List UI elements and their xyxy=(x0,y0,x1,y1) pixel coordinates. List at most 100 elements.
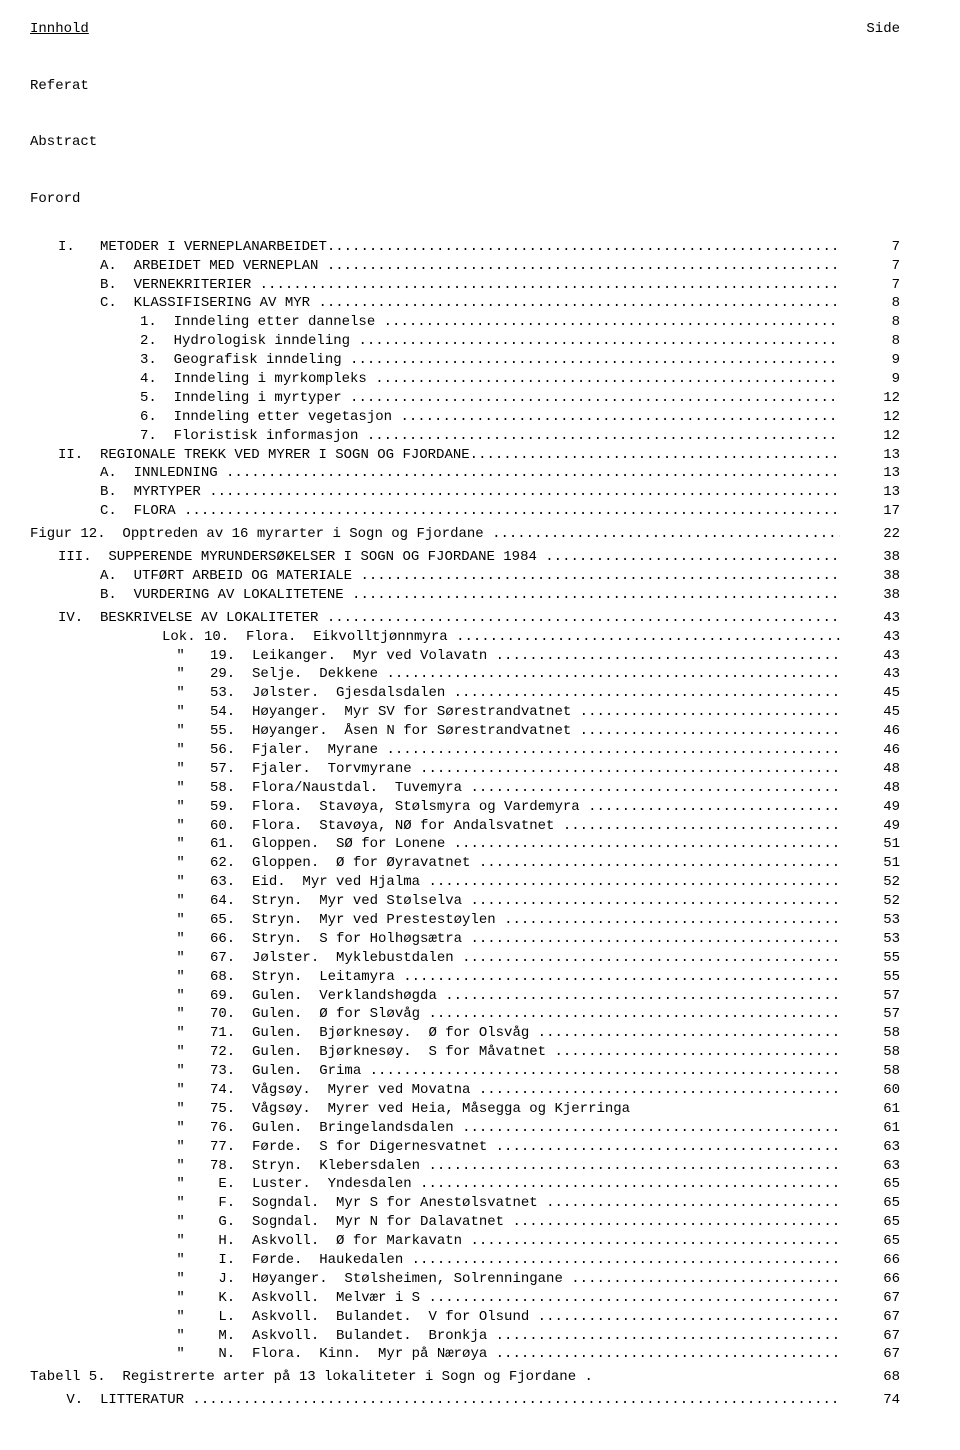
toc-leader-dots xyxy=(479,1081,840,1100)
toc-row: " 76. Gulen. Bringelandsdalen 61 xyxy=(30,1119,900,1138)
toc-row: " 57. Fjaler. Torvmyrane 48 xyxy=(30,760,900,779)
toc-leader-dots xyxy=(327,238,840,257)
toc-label: " I. Førde. Haukedalen xyxy=(168,1251,412,1270)
toc-page: 55 xyxy=(840,968,900,987)
toc-label: " 76. Gulen. Bringelandsdalen xyxy=(168,1119,462,1138)
toc-leader-dots xyxy=(260,276,840,295)
toc-leader-dots xyxy=(554,1043,840,1062)
toc-label: " 74. Vågsøy. Myrer ved Movatna xyxy=(168,1081,479,1100)
toc-label: C. FLORA xyxy=(100,502,184,521)
toc-row: " 78. Stryn. Klebersdalen 63 xyxy=(30,1157,900,1176)
toc-page: 12 xyxy=(840,389,900,408)
toc-label: " 58. Flora/Naustdal. Tuvemyra xyxy=(168,779,470,798)
toc-label: " H. Askvoll. Ø for Markavatn xyxy=(168,1232,470,1251)
toc-label: II. REGIONALE TREKK VED MYRER I SOGN OG … xyxy=(58,446,470,465)
toc-label: V. LITTERATUR xyxy=(58,1391,192,1410)
toc-page: 43 xyxy=(840,609,900,628)
toc-leader-dots xyxy=(496,1138,840,1157)
toc-row: Tabell 5. Registrerte arter på 13 lokali… xyxy=(30,1368,900,1387)
toc-label: A. INNLEDNING xyxy=(100,464,226,483)
toc-leader-dots xyxy=(580,703,840,722)
toc-leader-dots xyxy=(352,586,840,605)
toc-page: 57 xyxy=(840,987,900,1006)
toc-label: " 71. Gulen. Bjørknesøy. Ø for Olsvåg xyxy=(168,1024,538,1043)
toc-row: " 59. Flora. Stavøya, Stølsmyra og Varde… xyxy=(30,798,900,817)
toc-page: 8 xyxy=(840,313,900,332)
toc-leader-dots xyxy=(428,1289,840,1308)
toc-row: " 64. Stryn. Myr ved Stølselva 52 xyxy=(30,892,900,911)
toc-page: 45 xyxy=(840,703,900,722)
toc-leader-dots xyxy=(479,854,840,873)
toc-label: " 75. Vågsøy. Myrer ved Heia, Måsegga og… xyxy=(168,1100,630,1119)
toc-page: 48 xyxy=(840,760,900,779)
toc-row: " 70. Gulen. Ø for Sløvåg 57 xyxy=(30,1005,900,1024)
toc-label: " 60. Flora. Stavøya, NØ for Andalsvatne… xyxy=(168,817,563,836)
toc-page: 9 xyxy=(840,351,900,370)
toc-leader-dots xyxy=(184,502,840,521)
toc-label: " F. Sogndal. Myr S for Anestølsvatnet xyxy=(168,1194,546,1213)
toc-label: 6. Inndeling etter vegetasjon xyxy=(140,408,400,427)
toc-leader-dots xyxy=(403,968,840,987)
toc-label: Figur 12. Opptreden av 16 myrarter i Sog… xyxy=(30,525,492,544)
front-abstract: Abstract xyxy=(30,133,900,152)
toc-leader-dots xyxy=(588,798,840,817)
toc-leader-dots xyxy=(386,665,840,684)
toc-leader-dots xyxy=(456,628,840,647)
toc-leader-dots xyxy=(504,911,840,930)
toc-row: " 63. Eid. Myr ved Hjalma 52 xyxy=(30,873,900,892)
toc-leader-dots xyxy=(420,1175,840,1194)
toc-row: " 71. Gulen. Bjørknesøy. Ø for Olsvåg 58 xyxy=(30,1024,900,1043)
toc-page: 65 xyxy=(840,1213,900,1232)
toc-row: " 60. Flora. Stavøya, NØ for Andalsvatne… xyxy=(30,817,900,836)
title: Innhold xyxy=(30,20,89,39)
toc-row: " 75. Vågsøy. Myrer ved Heia, Måsegga og… xyxy=(30,1100,900,1119)
toc-label: " J. Høyanger. Stølsheimen, Solrenningan… xyxy=(168,1270,571,1289)
toc-leader-dots xyxy=(496,1327,840,1346)
toc-page: 49 xyxy=(840,798,900,817)
toc-page: 17 xyxy=(840,502,900,521)
toc-label: " N. Flora. Kinn. Myr på Nærøya xyxy=(168,1345,496,1364)
toc-leader-dots xyxy=(350,389,840,408)
toc-leader-dots xyxy=(192,1391,840,1410)
toc-label: " 68. Stryn. Leitamyra xyxy=(168,968,403,987)
toc-label: " 56. Fjaler. Myrane xyxy=(168,741,386,760)
toc-row: 4. Inndeling i myrkompleks 9 xyxy=(30,370,900,389)
front-forord: Forord xyxy=(30,190,900,209)
toc-leader-dots xyxy=(546,1194,840,1213)
toc-page: 9 xyxy=(840,370,900,389)
title-text: Innhold xyxy=(30,21,89,37)
toc-page: 38 xyxy=(840,548,900,567)
toc-label: " 67. Jølster. Myklebustdalen xyxy=(168,949,462,968)
toc-row: " 56. Fjaler. Myrane 46 xyxy=(30,741,900,760)
toc-row: " 73. Gulen. Grima 58 xyxy=(30,1062,900,1081)
toc-label: " M. Askvoll. Bulandet. Bronkja xyxy=(168,1327,496,1346)
toc-row: 7. Floristisk informasjon 12 xyxy=(30,427,900,446)
toc-label: " 62. Gloppen. Ø for Øyravatnet xyxy=(168,854,479,873)
toc-row: " 58. Flora/Naustdal. Tuvemyra 48 xyxy=(30,779,900,798)
toc-leader-dots xyxy=(428,1005,840,1024)
side-label: Side xyxy=(866,20,900,39)
toc-row: " 53. Jølster. Gjesdalsdalen 45 xyxy=(30,684,900,703)
toc-label: 2. Hydrologisk inndeling xyxy=(140,332,358,351)
toc-label: 5. Inndeling i myrtyper xyxy=(140,389,350,408)
toc-row: II. REGIONALE TREKK VED MYRER I SOGN OG … xyxy=(30,446,900,465)
toc-page: 12 xyxy=(840,408,900,427)
toc-page: 58 xyxy=(840,1062,900,1081)
toc-row: 3. Geografisk inndeling 9 xyxy=(30,351,900,370)
toc-page: 66 xyxy=(840,1251,900,1270)
toc-row: A. INNLEDNING 13 xyxy=(30,464,900,483)
toc-row: " N. Flora. Kinn. Myr på Nærøya 67 xyxy=(30,1345,900,1364)
toc-leader-dots xyxy=(470,779,840,798)
toc-row: " 68. Stryn. Leitamyra 55 xyxy=(30,968,900,987)
toc-label: C. KLASSIFISERING AV MYR xyxy=(100,294,318,313)
toc-leader-dots xyxy=(420,760,840,779)
toc-row: 5. Inndeling i myrtyper 12 xyxy=(30,389,900,408)
toc-row: " 62. Gloppen. Ø for Øyravatnet 51 xyxy=(30,854,900,873)
toc-leader-dots xyxy=(470,930,840,949)
toc-page: 61 xyxy=(840,1100,900,1119)
toc-row: " I. Førde. Haukedalen 66 xyxy=(30,1251,900,1270)
toc-row: C. KLASSIFISERING AV MYR 8 xyxy=(30,294,900,313)
toc-label: " 78. Stryn. Klebersdalen xyxy=(168,1157,428,1176)
toc-page: 13 xyxy=(840,483,900,502)
toc-leader-dots xyxy=(538,1308,840,1327)
